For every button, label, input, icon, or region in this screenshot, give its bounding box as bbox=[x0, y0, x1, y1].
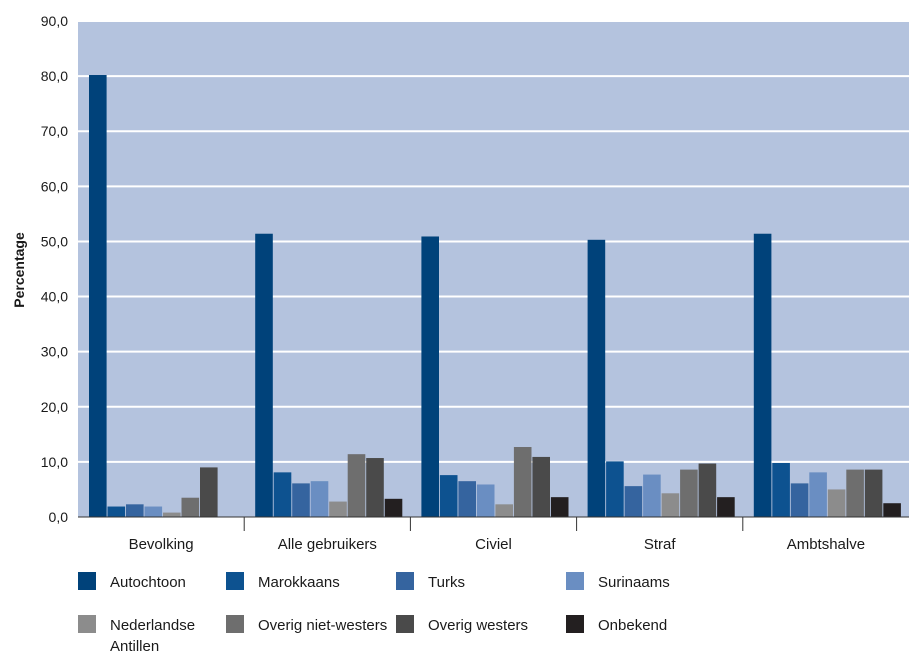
x-axis: Bevolking Alle gebruikers Civiel Straf Ambts… bbox=[78, 516, 909, 553]
y-tick-label: 80,0 bbox=[41, 68, 68, 84]
y-tick-label: 0,0 bbox=[49, 509, 69, 525]
y-tick-label: 90,0 bbox=[41, 13, 68, 29]
bar-0-3 bbox=[144, 506, 163, 517]
bar-3-4 bbox=[661, 493, 680, 517]
bar-4-3 bbox=[809, 472, 827, 517]
legend-swatch bbox=[566, 615, 584, 633]
bar-0-5 bbox=[181, 497, 200, 517]
bar-3-7 bbox=[717, 497, 735, 517]
legend-label: Surinaams bbox=[598, 574, 670, 591]
bar-3-2 bbox=[624, 486, 643, 517]
bar-4-4 bbox=[827, 489, 846, 517]
bar-3-5 bbox=[680, 469, 698, 517]
legend-label: Marokkaans bbox=[258, 574, 340, 591]
legend-swatch bbox=[396, 615, 414, 633]
legend-swatch bbox=[396, 572, 414, 590]
bar-0-2 bbox=[126, 504, 144, 517]
y-axis-ticks: 0,0 10,0 20,0 30,0 40,0 50,0 60,0 70,0 80,0 90,0 bbox=[41, 13, 68, 525]
bar-1-0 bbox=[255, 233, 273, 517]
gridlines bbox=[78, 20, 909, 463]
bar-2-0 bbox=[421, 236, 439, 518]
y-tick-label: 30,0 bbox=[41, 344, 68, 360]
y-tick-label: 50,0 bbox=[41, 233, 68, 249]
bar-2-7 bbox=[550, 497, 569, 517]
bar-3-3 bbox=[643, 474, 661, 517]
bar-0-6 bbox=[200, 467, 218, 517]
bars bbox=[89, 75, 901, 518]
bar-2-1 bbox=[439, 475, 458, 517]
legend-label: Antillen bbox=[110, 638, 159, 655]
plot-background bbox=[78, 21, 909, 517]
bar-3-1 bbox=[606, 461, 624, 517]
bar-0-4 bbox=[163, 512, 181, 517]
bar-0-1 bbox=[107, 506, 126, 517]
x-tick-label: Bevolking bbox=[129, 536, 194, 553]
bar-4-2 bbox=[790, 483, 809, 517]
bar-1-5 bbox=[347, 454, 366, 517]
y-tick-label: 40,0 bbox=[41, 289, 68, 305]
x-tick-label: Civiel bbox=[475, 536, 512, 553]
y-tick-label: 70,0 bbox=[41, 123, 68, 139]
legend-swatch bbox=[226, 615, 244, 633]
bar-2-2 bbox=[458, 481, 476, 517]
bar-1-6 bbox=[366, 458, 384, 517]
bar-3-0 bbox=[587, 239, 606, 517]
bar-1-1 bbox=[273, 472, 292, 517]
bar-4-6 bbox=[864, 469, 883, 517]
bar-2-5 bbox=[513, 447, 532, 517]
bar-4-5 bbox=[846, 469, 864, 517]
x-tick-label: Straf bbox=[644, 536, 677, 553]
bar-4-1 bbox=[772, 462, 790, 517]
legend: Autochtoon Marokkaans Turks Surinaams Nederl… bbox=[78, 572, 670, 655]
legend-label: Autochtoon bbox=[110, 574, 186, 591]
legend-swatch bbox=[78, 572, 96, 590]
bar-4-0 bbox=[753, 233, 772, 517]
bar-1-3 bbox=[310, 481, 329, 517]
bar-1-4 bbox=[329, 501, 347, 517]
legend-swatch bbox=[78, 615, 96, 633]
y-tick-label: 60,0 bbox=[41, 178, 68, 194]
bar-3-6 bbox=[698, 463, 717, 517]
legend-label: Turks bbox=[428, 574, 465, 591]
x-tick-label: Ambtshalve bbox=[787, 536, 865, 553]
bar-1-2 bbox=[292, 483, 310, 517]
bar-4-7 bbox=[883, 503, 901, 517]
legend-label: Overig niet-westers bbox=[258, 617, 387, 634]
x-tick-label: Alle gebruikers bbox=[278, 536, 377, 553]
bar-2-3 bbox=[476, 484, 495, 517]
bar-2-4 bbox=[495, 504, 513, 517]
legend-swatch bbox=[566, 572, 584, 590]
bar-0-0 bbox=[89, 75, 107, 518]
bar-1-7 bbox=[384, 498, 403, 517]
y-axis-title: Percentage bbox=[11, 232, 27, 308]
legend-label: Onbekend bbox=[598, 617, 667, 634]
legend-label: Nederlandse bbox=[110, 617, 195, 634]
y-tick-label: 20,0 bbox=[41, 399, 68, 415]
legend-swatch bbox=[226, 572, 244, 590]
bar-2-6 bbox=[532, 456, 550, 517]
legend-label: Overig westers bbox=[428, 617, 528, 634]
y-tick-label: 10,0 bbox=[41, 454, 68, 470]
